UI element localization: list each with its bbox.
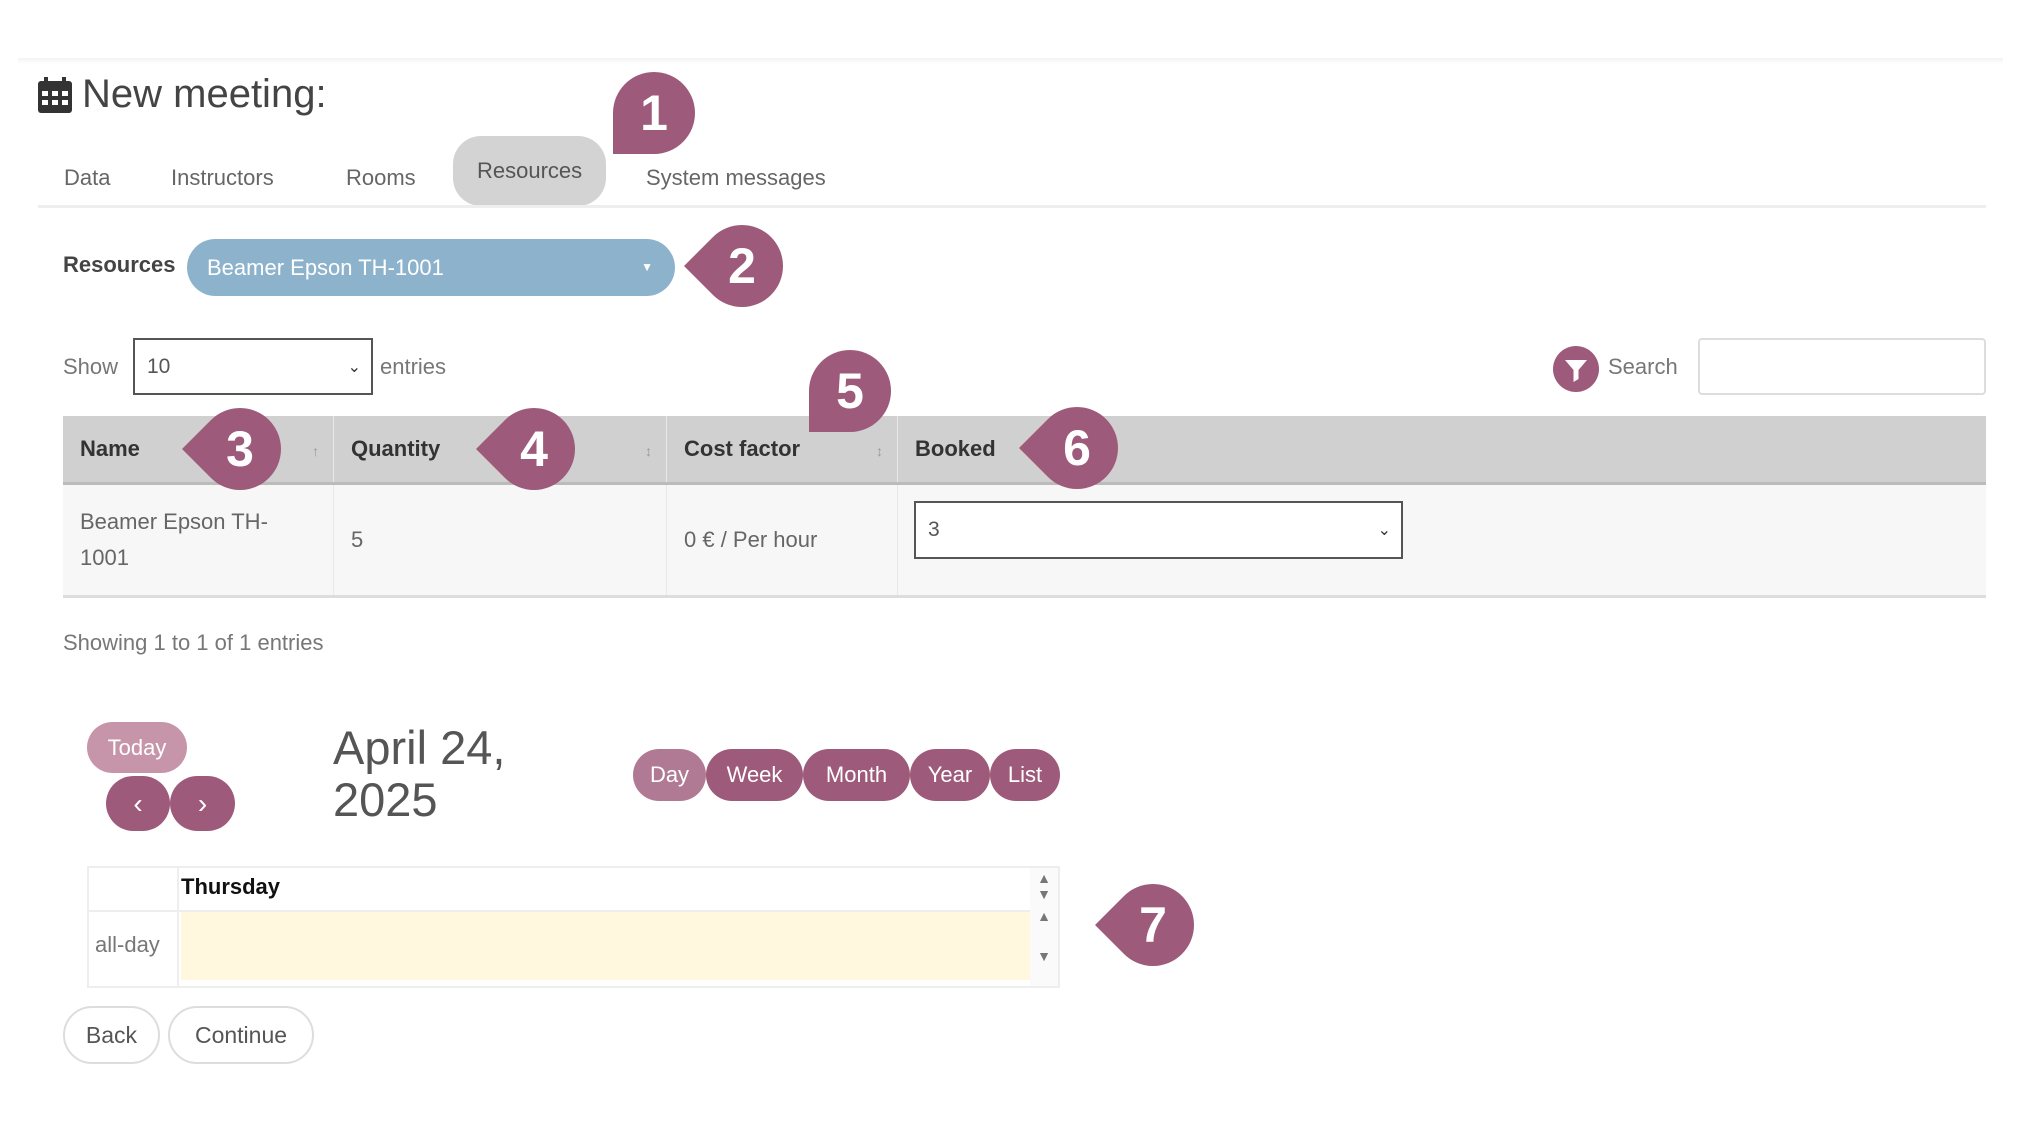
column-header-name[interactable]: Name ↑ (63, 416, 334, 482)
callout-marker-6: 6 (1019, 390, 1135, 506)
callout-marker-7: 7 (1095, 867, 1211, 983)
booked-select[interactable]: 3 ⌄ (914, 501, 1403, 559)
page-title: New meeting: (38, 72, 327, 117)
callout-marker-3: 3 (182, 391, 298, 507)
column-header-cost-factor[interactable]: Cost factor ↕ (667, 416, 898, 482)
cell-cost-factor: 0 € / Per hour (667, 485, 898, 595)
callout-marker-4: 4 (476, 391, 592, 507)
tab-instructors[interactable]: Instructors (171, 165, 274, 190)
resources-select[interactable]: Beamer Epson TH-1001 ▼ (187, 239, 675, 296)
scrollbar[interactable]: ▲ ▼ ▲ ▼ (1030, 868, 1058, 986)
sort-icon: ↕ (645, 443, 652, 459)
continue-button[interactable]: Continue (168, 1006, 314, 1064)
back-button[interactable]: Back (63, 1006, 160, 1064)
calendar-grid: Thursday all-day ▲ ▼ ▲ ▼ (87, 866, 1060, 988)
calendar-icon (38, 76, 72, 113)
chevron-right-icon: › (197, 787, 208, 819)
show-label: Show (63, 354, 119, 379)
cell-name: Beamer Epson TH-1001 (63, 485, 334, 595)
day-header: Thursday (181, 874, 281, 899)
sort-asc-icon: ↑ (312, 443, 319, 459)
prev-button[interactable]: ‹ (106, 776, 170, 831)
tab-system-messages[interactable]: System messages (646, 165, 826, 190)
chevron-left-icon: ‹ (133, 787, 143, 819)
next-button[interactable]: › (170, 776, 235, 831)
search-label: Search (1608, 354, 1678, 379)
callout-marker-2: 2 (684, 208, 800, 324)
divider (38, 205, 1986, 208)
resources-label: Resources (63, 252, 176, 277)
time-axis (89, 868, 179, 986)
entries-label: entries (380, 354, 447, 379)
tab-resources[interactable]: Resources (453, 136, 607, 206)
chevron-down-icon: ⌄ (1377, 522, 1391, 539)
today-button[interactable]: Today (87, 722, 187, 773)
allday-label: all-day (95, 932, 160, 957)
table-info: Showing 1 to 1 of 1 entries (63, 630, 324, 655)
table-row: Beamer Epson TH-1001 5 0 € / Per hour 3 ⌄ (63, 485, 1986, 598)
calendar-title: April 24, 2025 (333, 721, 506, 826)
view-list-button[interactable]: List (990, 749, 1060, 801)
top-shadow (18, 58, 2003, 64)
view-week-button[interactable]: Week (706, 749, 803, 801)
tab-data[interactable]: Data (64, 165, 111, 190)
search-input[interactable] (1698, 338, 1986, 395)
chevron-down-icon: ⌄ (347, 358, 361, 376)
caret-down-icon: ▼ (641, 260, 653, 274)
callout-marker-5: 5 (809, 350, 891, 432)
view-month-button[interactable]: Month (803, 749, 910, 801)
sort-icon: ↕ (876, 443, 883, 459)
entries-select[interactable]: 10 ⌄ (133, 338, 373, 395)
filter-icon (1553, 346, 1599, 392)
view-day-button[interactable]: Day (633, 749, 706, 801)
tab-rooms[interactable]: Rooms (346, 165, 416, 190)
column-header-booked: Booked (915, 436, 996, 461)
cell-quantity: 5 (334, 485, 667, 595)
view-year-button[interactable]: Year (910, 749, 990, 801)
callout-marker-1: 1 (613, 72, 695, 154)
column-header-quantity[interactable]: Quantity ↕ (334, 416, 667, 482)
allday-slot[interactable] (181, 912, 1032, 980)
